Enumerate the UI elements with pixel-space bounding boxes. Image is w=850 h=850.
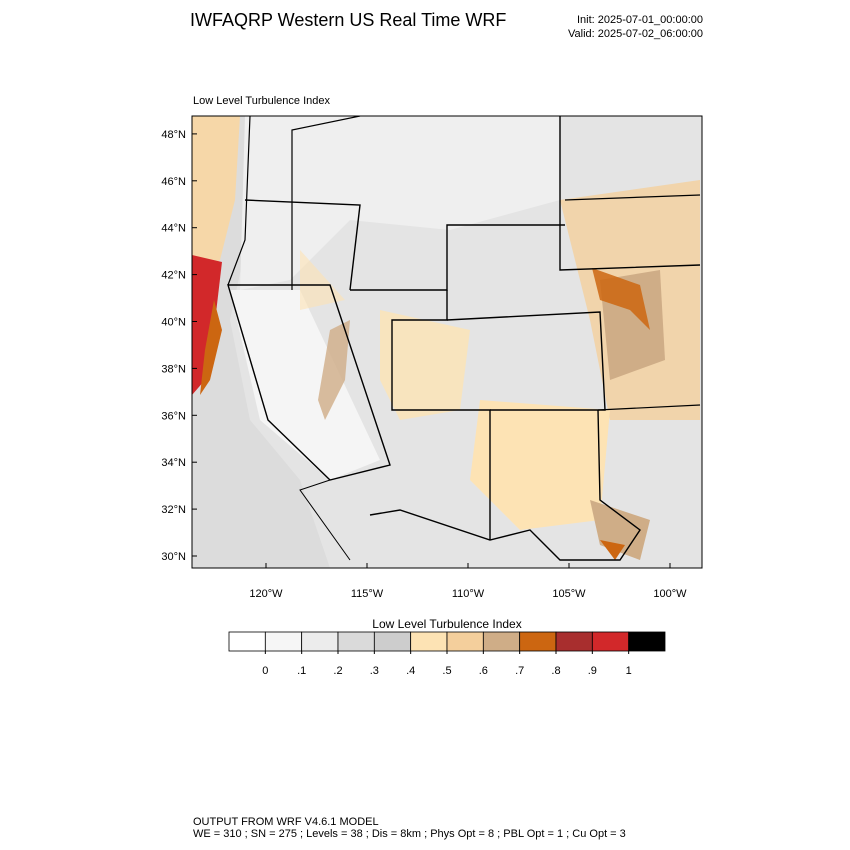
footer-line: WE = 310 ; SN = 275 ; Levels = 38 ; Dis … — [193, 828, 626, 840]
lat-label: 34°N — [161, 457, 186, 469]
colorbar-box — [555, 631, 593, 652]
colorbar-box — [373, 631, 412, 652]
lat-label: 36°N — [161, 410, 186, 422]
lat-label: 42°N — [161, 270, 186, 282]
lon-label: 120°W — [249, 588, 283, 600]
colorbar-tick-label: 1 — [626, 665, 632, 677]
colorbar-tick-label: .2 — [333, 665, 342, 677]
footer-line: OUTPUT FROM WRF V4.6.1 MODEL — [193, 816, 379, 828]
longitude-labels: 120°W 115°W 110°W 105°W 100°W — [249, 563, 687, 600]
lat-label: 44°N — [161, 223, 186, 235]
colorbar-tick-label: .6 — [479, 665, 488, 677]
lat-label: 32°N — [161, 504, 186, 516]
colorbar-box — [337, 631, 375, 652]
colorbar-box — [519, 631, 557, 652]
title: IWFAQRP Western US Real Time WRF — [190, 10, 506, 30]
lat-label: 40°N — [161, 317, 186, 329]
map-subtitle: Low Level Turbulence Index — [193, 95, 330, 107]
colorbar-box — [410, 631, 448, 652]
valid-time: Valid: 2025-07-02_06:00:00 — [568, 28, 703, 40]
lon-label: 115°W — [351, 588, 384, 600]
colorbar-tick-label: 0 — [262, 665, 268, 677]
init-time: Init: 2025-07-01_00:00:00 — [577, 14, 703, 26]
latitude-labels: 30°N 32°N 34°N 36°N 38°N 40°N 42°N 44°N 46°N 48°N — [161, 129, 197, 563]
map — [191, 115, 703, 569]
colorbar: 0 .1 .2 .3 .4 .5 .6 .7 .8 .9 1 — [228, 631, 666, 677]
colorbar-box — [628, 631, 666, 652]
lat-label: 30°N — [161, 551, 186, 563]
colorbar-title: Low Level Turbulence Index — [372, 617, 521, 631]
colorbar-tick-label: .5 — [442, 665, 451, 677]
colorbar-tick-label: .8 — [551, 665, 560, 677]
colorbar-box — [264, 631, 303, 652]
lat-label: 48°N — [161, 129, 186, 141]
colorbar-tick-label: .1 — [297, 665, 306, 677]
lon-label: 100°W — [653, 588, 687, 600]
colorbar-box — [228, 631, 266, 652]
colorbar-tick-label: .7 — [515, 665, 524, 677]
lat-label: 38°N — [161, 363, 186, 375]
colorbar-box — [482, 631, 521, 652]
colorbar-box — [591, 631, 630, 652]
colorbar-box — [301, 631, 339, 652]
colorbar-tick-label: .4 — [406, 665, 415, 677]
lon-label: 105°W — [552, 588, 586, 600]
colorbar-tick-label: .3 — [370, 665, 379, 677]
colorbar-tick-label: .9 — [588, 665, 597, 677]
lat-label: 46°N — [161, 176, 186, 188]
lon-label: 110°W — [452, 588, 485, 600]
colorbar-box — [446, 631, 484, 652]
